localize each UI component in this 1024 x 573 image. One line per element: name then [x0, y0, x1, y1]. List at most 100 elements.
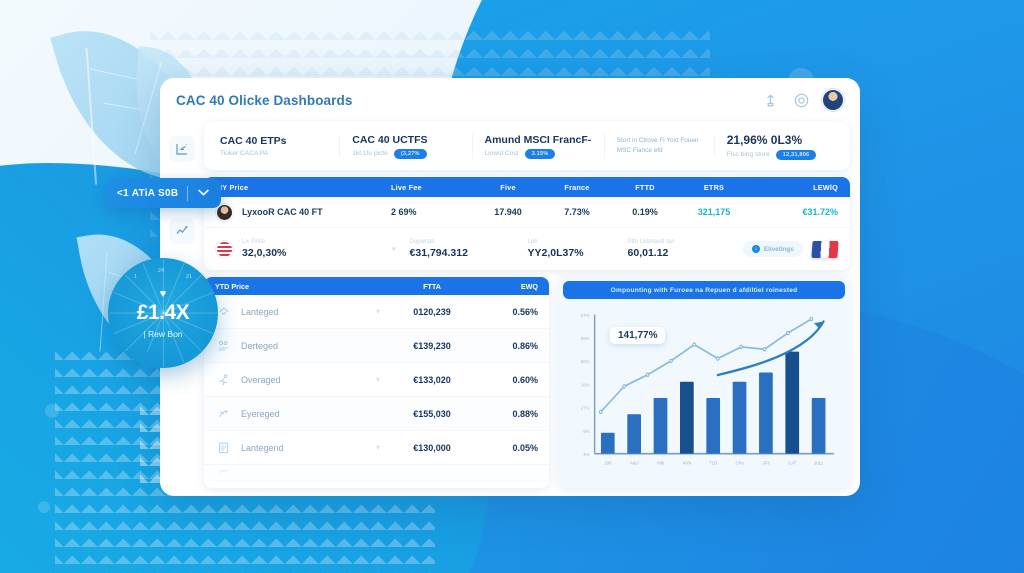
filter-dropdown[interactable]: <1 ATiA S0B [106, 178, 222, 208]
column-header-4: FTTD [635, 182, 655, 192]
france-flag-icon [811, 240, 839, 258]
download-button[interactable]: ↓ Elivetingc [742, 241, 803, 257]
list-item-caret[interactable]: ▾ [375, 443, 380, 452]
svg-text:60%: 60% [581, 359, 590, 364]
kpi-description: Stort in Ctrove Fi Yoxt Fouen MSC Fiance… [616, 137, 699, 154]
table-cell-lewlq: €31.72% [802, 207, 838, 217]
reward-badge[interactable]: 1 24 21 ♥ £1.4X | Rew Bon [108, 258, 218, 368]
column-header-3: France [564, 182, 590, 192]
chart-title: Ompounting with Furoee na Repuen d afdil… [610, 286, 798, 294]
svg-text:CAT: CAT [788, 460, 796, 465]
list-item-label: Lanteged [241, 306, 279, 317]
chevron-down-icon[interactable]: ▾ [392, 246, 396, 253]
bar-chart: 4% 9% 27% 18% 60% 55% 97% 200 A&U V6k AiYk 71D CPs JF… [581, 313, 834, 465]
chevron-down-icon[interactable] [197, 184, 210, 202]
list-item-pct: 0.05% [512, 442, 538, 453]
detail-cell-2: Lpb YY2,0L37% [528, 239, 628, 259]
column-header-2: Five [500, 182, 516, 192]
list-item-caret[interactable]: ▾ [375, 307, 380, 316]
download-icon: ↓ [751, 245, 760, 253]
detail-cell-3: Sttn Lkbmaott tan 60,01.12 [628, 239, 728, 259]
app-window: CAC 40 Olicke Dashboards [160, 78, 860, 496]
chart-annotation: 141,77% [610, 327, 666, 344]
list-item[interactable]: Eyereged €155,030 0.88% [204, 397, 549, 431]
detail-label: Lpb [527, 239, 538, 245]
svg-text:9%: 9% [583, 429, 589, 434]
bottom-split: YTD Price FTTA EWQ Lanteged ▾ [204, 277, 850, 488]
runner-icon [215, 371, 232, 388]
detail-label: Liv Price [242, 239, 266, 245]
divider [187, 185, 189, 201]
ytd-list-panel: YTD Price FTTA EWQ Lanteged ▾ [204, 277, 549, 488]
svg-text:27%: 27% [581, 405, 590, 410]
svg-text:71D: 71D [709, 460, 717, 465]
detail-value: €31,794.312 [409, 247, 468, 259]
list-header-row: YTD Price FTTA EWQ [204, 277, 549, 295]
list-item-pct: 0.56% [512, 306, 538, 317]
detail-value: 60,01.12 [627, 247, 669, 259]
list-item[interactable] [204, 465, 549, 481]
kpi-title: CAC 40 UCTFS [352, 133, 428, 146]
table-cell-fttd: 0.19% [632, 207, 658, 217]
upload-icon[interactable] [760, 90, 780, 110]
filter-dropdown-label: <1 ATiA S0B [117, 187, 179, 199]
kpi-card-0[interactable]: CAC 40 ETPs Tioker CACA PA [208, 135, 341, 157]
list-item[interactable]: Lantegend ▾ €130,000 0.05% [204, 431, 549, 465]
list-item[interactable]: Lanteged ▾ 0120,239 0.56% [204, 295, 549, 329]
line-chart-icon[interactable] [169, 218, 195, 244]
page-title: CAC 40 Olicke Dashboards [176, 92, 353, 108]
download-label: Elivetingc [763, 245, 794, 253]
list-item-value: €133,020 [413, 374, 451, 385]
target-icon[interactable] [791, 90, 811, 110]
chart-title-bar: Ompounting with Furoee na Repuen d afdil… [563, 281, 845, 299]
left-rail [160, 122, 204, 488]
table-cell-name: LyxooR CAC 40 FT [216, 203, 391, 221]
kpi-card-4[interactable]: 21,96% 0L3% Fisc bing store 12,31,806 [715, 133, 846, 160]
detail-label: Dopwcati [409, 239, 435, 245]
column-header-6: LEWlQ [813, 182, 838, 192]
window-content: CAC 40 ETPs Tioker CACA PA CAC 40 UCTFS … [204, 122, 860, 488]
document-icon [215, 439, 232, 456]
detail-cell-0: Liv Price 32,0,30% [242, 239, 392, 259]
decor-circle-2 [38, 501, 50, 513]
kpi-badge: (3,27% [393, 148, 427, 159]
kpi-strip: CAC 40 ETPs Tioker CACA PA CAC 40 UCTFS … [204, 122, 850, 170]
table-row-detail[interactable]: Liv Price 32,0,30% ▾ Dopwcati €31,794.31… [204, 228, 850, 270]
list-item[interactable]: Overaged ▾ €133,020 0.60% [204, 363, 549, 397]
table-row[interactable]: LyxooR CAC 40 FT 2 69% 17.940 7.73% 0.19… [204, 197, 850, 228]
kpi-title: Amund MSCI FrancF-EiT [484, 133, 592, 146]
list-item-label: Eyereged [241, 408, 280, 419]
table-cell-etrs: 321,175 [697, 207, 731, 217]
user-avatar[interactable] [822, 89, 844, 111]
svg-text:CPs: CPs [735, 460, 744, 465]
svg-text:AiYk: AiYk [682, 460, 691, 465]
kpi-subtitle: Liowst Cost [484, 150, 519, 157]
list-item-caret[interactable]: ▾ [375, 375, 380, 384]
kpi-value: 21,96% 0L3% [726, 132, 803, 147]
svg-text:2011: 2011 [814, 460, 824, 465]
collapse-panel-icon[interactable] [169, 136, 195, 162]
kpi-card-1[interactable]: CAC 40 UCTFS 1kt 1fu picte (3,27% [340, 133, 473, 159]
kpi-subtitle: Tioker CACA PA [220, 150, 269, 157]
kpi-card-3[interactable]: Stort in Ctrove Fi Yoxt Fouen MSC Fiance… [605, 136, 715, 156]
us-flag-icon [216, 240, 233, 258]
svg-text:97%: 97% [581, 313, 590, 318]
svg-text:A&U: A&U [630, 460, 639, 465]
list-item[interactable]: Derteged €139,230 0.86% [204, 329, 549, 363]
table-header-row: MY Price Live Fee Five France FTTD ETRS … [204, 177, 850, 197]
list-item-label: Overaged [241, 374, 281, 385]
badge-subtitle: | Rew Bon [143, 328, 183, 339]
svg-text:4%: 4% [583, 452, 589, 457]
list-item-value: €139,230 [413, 340, 451, 351]
kpi-card-2[interactable]: Amund MSCI FrancF-EiT Liowst Cost 3.15% [473, 133, 605, 159]
swirl-icon [215, 405, 232, 422]
people-chart-icon [215, 337, 232, 354]
kpi-title: CAC 40 ETPs [220, 135, 287, 147]
list-column-header-2: EWQ [520, 281, 538, 291]
titlebar-actions [760, 89, 844, 111]
detail-value: YY2,0L37% [527, 247, 584, 259]
svg-text:200: 200 [604, 460, 612, 465]
fund-name: LyxooR CAC 40 FT [242, 207, 323, 217]
partial-icon [215, 465, 232, 480]
